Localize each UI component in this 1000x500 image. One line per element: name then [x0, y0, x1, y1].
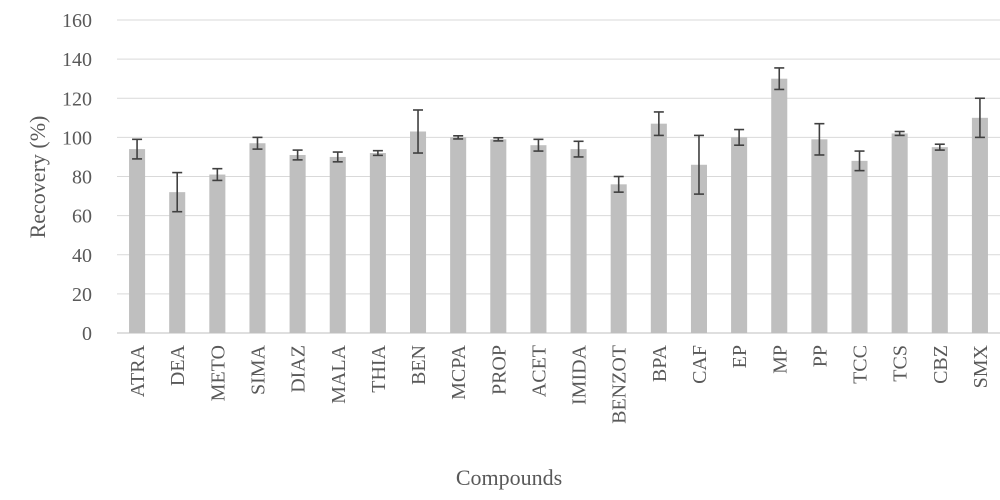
y-tick-label: 40 — [72, 245, 92, 267]
bar-dea — [169, 192, 186, 333]
x-tick-label: MP — [769, 345, 791, 374]
bar-atra — [129, 149, 146, 333]
error-bars — [132, 67, 985, 213]
error-bar-acet — [533, 138, 544, 152]
error-bar-thia — [372, 149, 383, 157]
bars — [129, 78, 988, 334]
bar-ep — [731, 137, 748, 333]
x-tick-labels: ATRA DEA METO SIMA DIAZ MALA THIA BEN MCPA PROP AC… — [127, 344, 992, 423]
y-tick-labels: 0 20 40 60 80 100 120 140 160 — [62, 10, 92, 345]
y-tick-label: 80 — [72, 167, 92, 189]
error-bar-ben — [413, 109, 424, 154]
x-tick-label: CAF — [689, 345, 711, 384]
bar-diaz — [289, 154, 306, 333]
bar-smx — [971, 117, 988, 333]
x-tick-label: THIA — [368, 344, 390, 392]
x-tick-label: TCS — [890, 345, 912, 382]
bar-tcs — [891, 133, 908, 333]
x-tick-label: PROP — [488, 345, 510, 395]
bar-mala — [329, 156, 346, 333]
error-bar-atra — [132, 138, 143, 160]
error-bar-diaz — [292, 149, 303, 161]
x-tick-label: PP — [809, 345, 831, 367]
x-axis-title: Compounds — [456, 465, 562, 490]
error-bar-dea — [172, 171, 183, 213]
bar-prop — [490, 139, 507, 333]
error-bar-caf — [693, 134, 704, 195]
error-bar-tcc — [854, 150, 865, 172]
error-bar-tcs — [894, 130, 905, 137]
x-tick-label: CBZ — [930, 345, 952, 384]
error-bar-ep — [734, 128, 745, 146]
bar-bpa — [650, 123, 667, 334]
bar-imida — [570, 149, 587, 333]
error-bar-prop — [493, 136, 504, 142]
error-bar-pp — [814, 122, 825, 156]
x-tick-label: ACET — [528, 345, 550, 397]
error-bar-mala — [332, 151, 343, 163]
y-tick-label: 60 — [72, 206, 92, 228]
y-tick-label: 120 — [62, 88, 92, 110]
y-axis-title: Recovery (%) — [25, 116, 50, 239]
x-tick-label: EP — [729, 345, 751, 368]
y-tick-label: 100 — [62, 127, 92, 149]
y-tick-label: 20 — [72, 284, 92, 306]
bar-pp — [811, 139, 828, 333]
bar-acet — [530, 145, 547, 333]
bar-thia — [369, 153, 386, 333]
y-tick-label: 140 — [62, 49, 92, 71]
x-tick-label: ATRA — [127, 344, 149, 397]
x-tick-label: TCC — [850, 345, 872, 384]
x-tick-label: METO — [207, 345, 229, 401]
error-bar-smx — [974, 97, 985, 139]
error-bar-bpa — [653, 111, 664, 137]
x-tick-label: IMIDA — [569, 344, 591, 405]
x-tick-label: BEN — [408, 345, 430, 385]
error-bar-imida — [573, 140, 584, 158]
bar-benzot — [610, 184, 627, 333]
error-bar-mcpa — [453, 135, 464, 140]
error-bar-cbz — [934, 143, 945, 151]
x-tick-label: SMX — [970, 344, 992, 388]
y-tick-label: 0 — [82, 323, 92, 345]
bar-cbz — [931, 147, 948, 333]
y-tick-label: 160 — [62, 10, 92, 32]
x-tick-label: BPA — [649, 344, 671, 382]
bar-mp — [771, 78, 788, 333]
x-tick-label: MALA — [328, 344, 350, 403]
error-bar-benzot — [613, 175, 624, 193]
x-tick-label: MCPA — [448, 344, 470, 399]
error-bar-meto — [212, 167, 223, 182]
bar-mcpa — [450, 137, 467, 333]
bar-tcc — [851, 160, 868, 333]
x-tick-label: SIMA — [247, 344, 269, 395]
x-tick-label: BENZOT — [609, 345, 631, 424]
bar-caf — [690, 164, 708, 333]
x-tick-label: DEA — [167, 344, 189, 386]
error-bar-sima — [252, 136, 263, 150]
bar-sima — [249, 143, 266, 333]
bar-ben — [409, 131, 427, 333]
error-bar-mp — [774, 67, 785, 91]
bar-meto — [209, 174, 226, 333]
x-tick-label: DIAZ — [288, 345, 310, 393]
